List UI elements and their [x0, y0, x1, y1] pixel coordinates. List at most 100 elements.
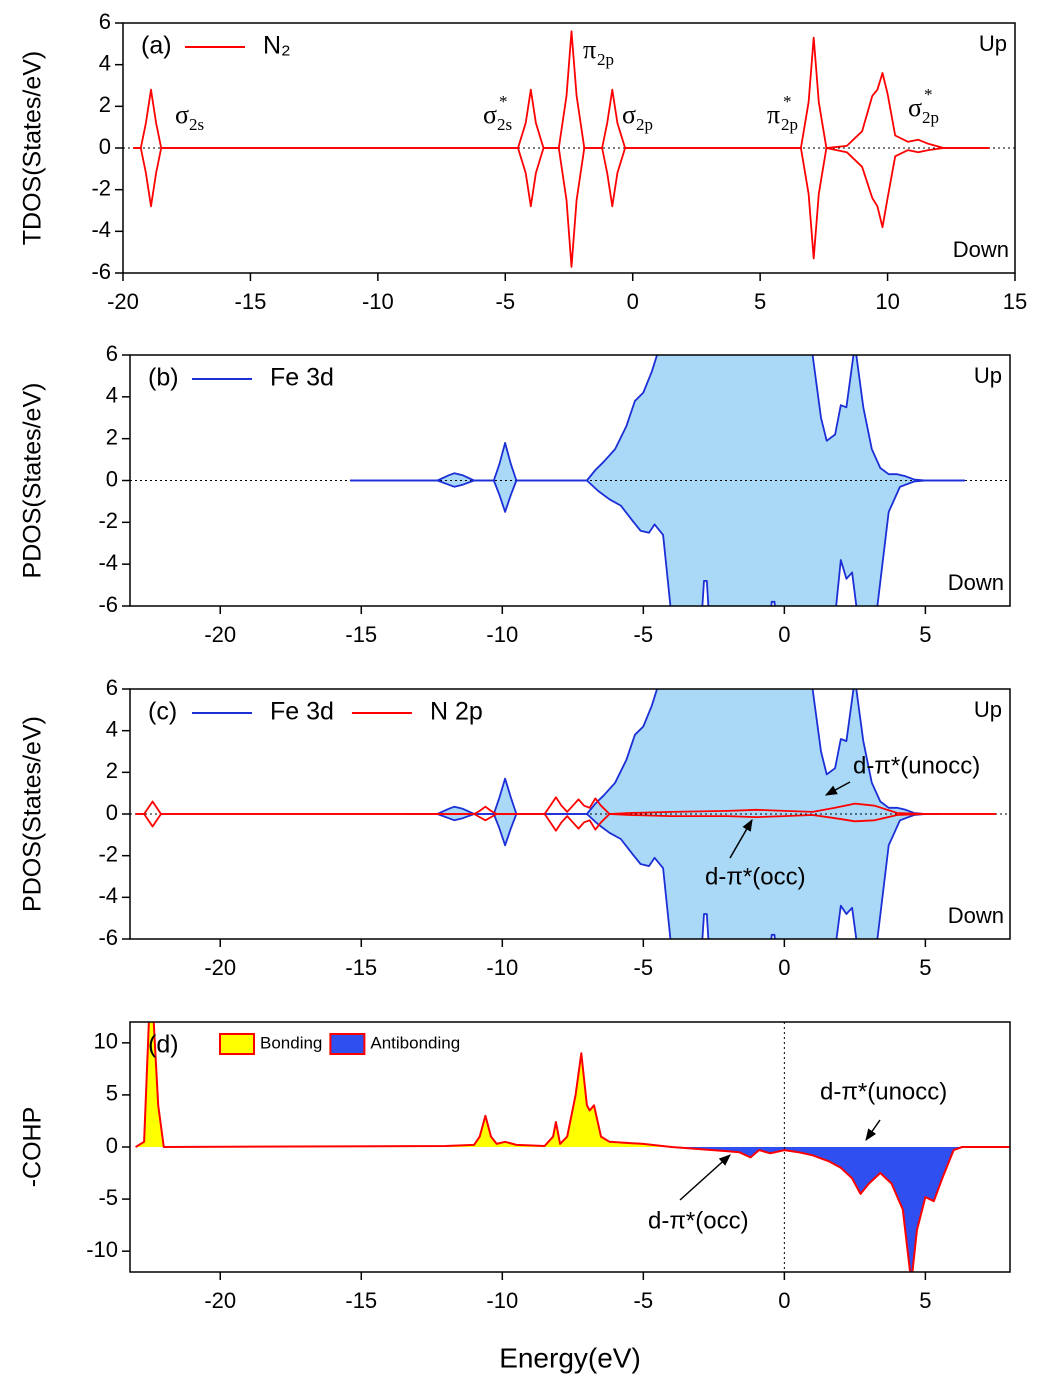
panel-label: (b): [148, 364, 179, 392]
x-tick-label: -5: [634, 622, 654, 647]
dos-line-down: [406, 813, 940, 939]
plot: [130, 689, 1010, 939]
y-tick-label: 4: [106, 716, 118, 741]
annotation-arrow: [679, 1154, 731, 1201]
x-tick-label: -5: [496, 289, 516, 314]
dos-fill-down: [406, 814, 940, 939]
annotation-symbol: π: [583, 35, 596, 64]
x-tick-label: -15: [235, 289, 267, 314]
y-tick-label: -4: [98, 550, 118, 575]
plot: [130, 355, 1010, 606]
y-tick-label: 0: [106, 1133, 118, 1158]
plot: [123, 30, 1015, 268]
annotation-sub: 2p: [922, 108, 939, 127]
legend-swatch: [329, 1033, 366, 1055]
panel-label: (a): [141, 32, 172, 60]
annotation-sub: 2p: [636, 115, 653, 134]
dos-fill-down: [350, 480, 965, 606]
x-tick-label: 0: [778, 1288, 790, 1313]
dos-line-up: [406, 689, 940, 815]
x-tick-label: -5: [634, 955, 654, 980]
panel-label: (c): [148, 698, 177, 726]
dos-line-down: [350, 479, 965, 606]
annotation-arrow: [729, 818, 753, 859]
y-tick-label: 5: [106, 1081, 118, 1106]
x-tick-label: -10: [486, 955, 518, 980]
dos-fill-up: [406, 689, 940, 814]
x-axis-label: Energy(eV): [499, 1342, 641, 1373]
antibonding-region: [135, 1147, 1010, 1272]
x-tick-label: -15: [345, 622, 377, 647]
dos-line-up: [133, 30, 990, 149]
annotation-sub: 2p: [781, 115, 798, 134]
y-tick-label: 2: [99, 92, 111, 117]
panel-label: (d): [148, 1031, 179, 1059]
legend-label: Bonding: [260, 1033, 322, 1052]
annotation-sup: *: [924, 85, 933, 104]
y-tick-label: 2: [106, 424, 118, 449]
annotation-arrow: [865, 1119, 881, 1141]
x-tick-label: 5: [919, 955, 931, 980]
legend-label: Antibonding: [370, 1033, 460, 1052]
annotation-sup: *: [783, 92, 792, 111]
x-tick-label: 5: [919, 622, 931, 647]
y-tick-label: 0: [106, 466, 118, 491]
x-tick-label: -10: [486, 622, 518, 647]
y-tick-label: 4: [106, 383, 118, 408]
y-tick-label: -6: [91, 259, 111, 284]
y-tick-label: 0: [99, 134, 111, 159]
annotation-symbol: σ: [908, 93, 922, 122]
y-tick-label: 6: [106, 341, 118, 366]
x-tick-label: 0: [627, 289, 639, 314]
legend-label: N 2p: [430, 698, 483, 726]
annotation-arrow: [824, 781, 851, 796]
x-tick-label: 0: [778, 622, 790, 647]
x-tick-label: -5: [634, 1288, 654, 1313]
annotation: d-π*(occ): [705, 863, 806, 890]
y-tick-label: -5: [98, 1185, 118, 1210]
y-tick-label: 4: [99, 50, 111, 75]
x-tick-label: 0: [778, 955, 790, 980]
annotation-symbol: σ: [483, 100, 497, 129]
x-tick-label: -20: [107, 289, 139, 314]
annotation: d-π*(occ): [648, 1207, 749, 1234]
dos-line-down: [133, 147, 990, 268]
legend-label: Fe 3d: [270, 698, 334, 726]
x-tick-label: 5: [754, 289, 766, 314]
y-axis-label: TDOS(States/eV): [19, 51, 47, 246]
x-tick-label: 10: [875, 289, 899, 314]
dos-line-up: [350, 355, 965, 482]
x-tick-label: -20: [204, 622, 236, 647]
annotation-sub: 2p: [597, 50, 614, 69]
cohp-line: [135, 1022, 1010, 1272]
y-tick-label: -4: [91, 217, 111, 242]
spin-up-label: Up: [974, 697, 1002, 722]
y-tick-label: -10: [86, 1237, 118, 1262]
bonding-fill: [135, 1022, 1010, 1147]
annotation-symbol: σ: [622, 100, 636, 129]
x-tick-label: -10: [486, 1288, 518, 1313]
annotation-symbol: σ: [175, 100, 189, 129]
annotation-symbol: π: [767, 100, 780, 129]
x-tick-label: -10: [362, 289, 394, 314]
legend-label: N₂: [263, 32, 291, 60]
x-tick-label: 15: [1003, 289, 1027, 314]
legend-swatch: [219, 1033, 255, 1055]
y-tick-label: 6: [106, 675, 118, 700]
y-tick-label: -6: [98, 592, 118, 617]
annotation: d-π*(unocc): [853, 752, 980, 779]
annotation-sub: 2s: [497, 115, 512, 134]
annotation: d-π*(unocc): [820, 1078, 947, 1105]
y-tick-label: 0: [106, 800, 118, 825]
spin-down-label: Down: [948, 903, 1004, 928]
y-tick-label: -4: [98, 883, 118, 908]
y-tick-label: 6: [99, 9, 111, 34]
spin-up-label: Up: [979, 31, 1007, 56]
y-axis-label: PDOS(States/eV): [19, 383, 47, 579]
x-tick-label: -15: [345, 955, 377, 980]
spin-up-label: Up: [974, 363, 1002, 388]
y-tick-label: -2: [98, 841, 118, 866]
y-tick-label: 10: [94, 1029, 118, 1054]
plot: [135, 1022, 1010, 1272]
